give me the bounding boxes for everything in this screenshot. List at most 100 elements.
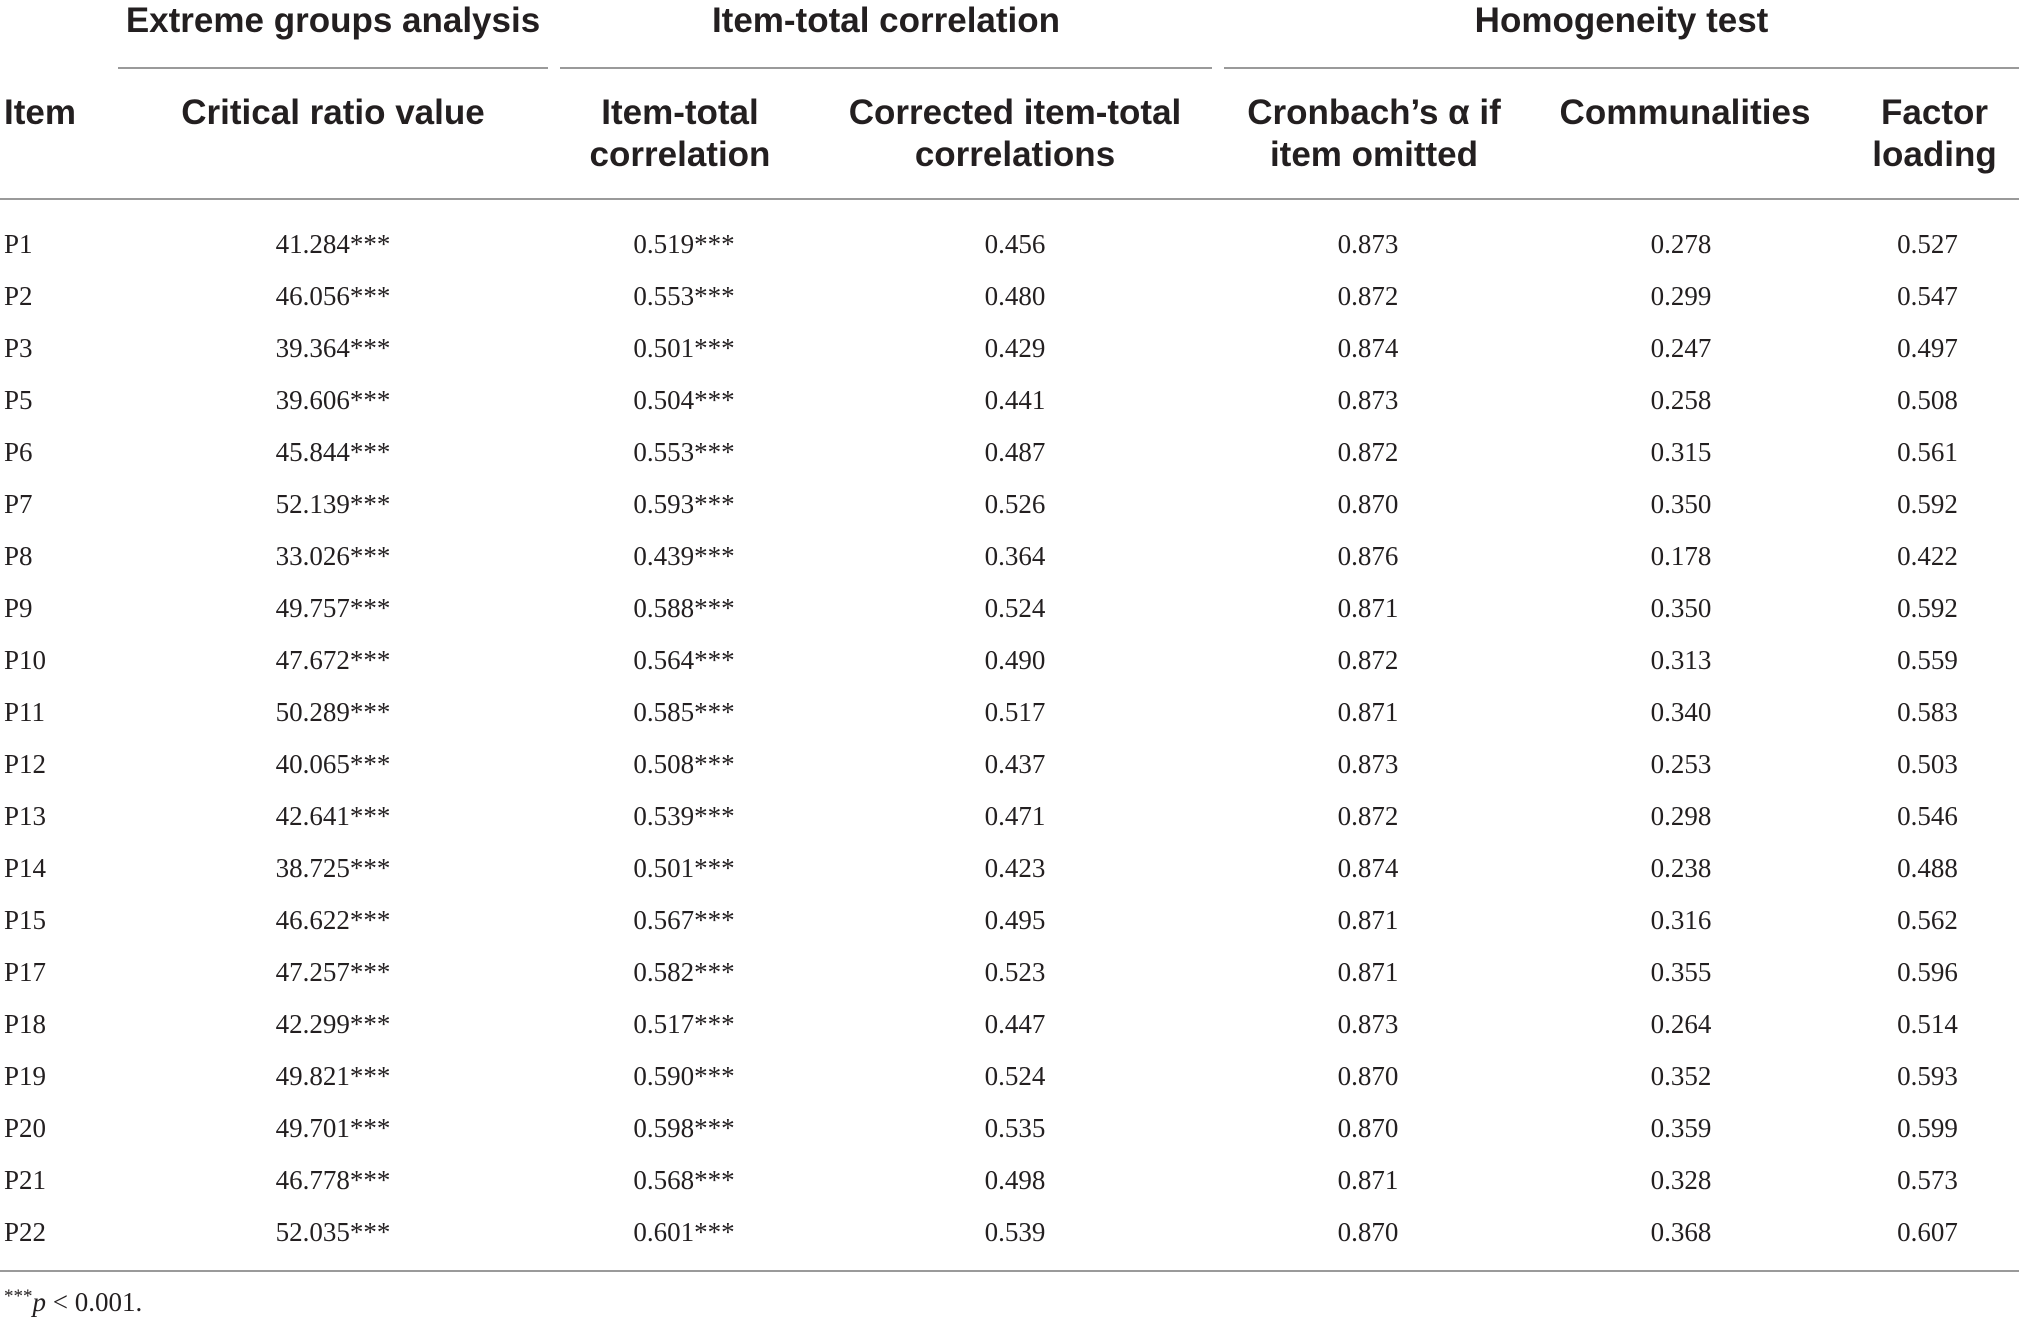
cell-cronbach-alpha: 0.872 — [1337, 280, 1399, 311]
table-row: P14 38.725*** 0.501*** 0.423 0.874 0.238 0.488 — [0, 842, 2019, 894]
cell-factor-loading: 0.514 — [1897, 1008, 1958, 1039]
table-row: P2 46.056*** 0.553*** 0.480 0.872 0.299 0.547 — [0, 270, 2019, 322]
cell-critical-ratio: 42.299*** — [275, 1008, 391, 1039]
cell-communality: 0.368 — [1650, 1216, 1712, 1247]
cell-cronbach-alpha: 0.872 — [1337, 800, 1399, 831]
cell-critical-ratio: 45.844*** — [275, 436, 391, 467]
cell-item-total: 0.508*** — [633, 748, 735, 779]
cell-factor-loading: 0.508 — [1897, 384, 1958, 415]
cell-critical-ratio: 39.606*** — [275, 384, 391, 415]
cell-critical-ratio: 33.026*** — [275, 540, 391, 571]
table-row: P20 49.701*** 0.598*** 0.535 0.870 0.359 0.599 — [0, 1102, 2019, 1154]
cell-critical-ratio: 41.284*** — [275, 228, 391, 259]
cell-item: P12 — [4, 748, 47, 779]
cell-item: P15 — [4, 904, 47, 935]
cell-item-total: 0.501*** — [633, 332, 735, 363]
cell-factor-loading: 0.592 — [1897, 488, 1958, 519]
cell-corrected-item-total: 0.364 — [984, 540, 1046, 571]
cell-item-total: 0.553*** — [633, 280, 735, 311]
cell-item-total: 0.539*** — [633, 800, 735, 831]
cell-cronbach-alpha: 0.873 — [1337, 1008, 1399, 1039]
header-corrected-line1: Corrected item-total — [848, 93, 1182, 132]
cell-item: P19 — [4, 1060, 47, 1091]
cell-factor-loading: 0.546 — [1897, 800, 1958, 831]
cell-factor-loading: 0.599 — [1897, 1112, 1958, 1143]
cell-cronbach-alpha: 0.873 — [1337, 748, 1399, 779]
cell-factor-loading: 0.562 — [1897, 904, 1958, 935]
cell-corrected-item-total: 0.437 — [984, 748, 1046, 779]
cell-corrected-item-total: 0.539 — [984, 1216, 1046, 1247]
cell-communality: 0.258 — [1650, 384, 1712, 415]
cell-corrected-item-total: 0.526 — [984, 488, 1046, 519]
cell-factor-loading: 0.593 — [1897, 1060, 1958, 1091]
cell-item: P13 — [4, 800, 47, 831]
cell-corrected-item-total: 0.517 — [984, 696, 1046, 727]
header-corrected-line2: correlations — [914, 135, 1116, 174]
cell-item: P18 — [4, 1008, 47, 1039]
cell-corrected-item-total: 0.471 — [984, 800, 1046, 831]
table-body: P1 41.284*** 0.519*** 0.456 0.873 0.278 0.527 P… — [0, 218, 2019, 1258]
cell-cronbach-alpha: 0.876 — [1337, 540, 1399, 571]
cell-corrected-item-total: 0.487 — [984, 436, 1046, 467]
cell-corrected-item-total: 0.495 — [984, 904, 1046, 935]
cell-critical-ratio: 52.139*** — [275, 488, 391, 519]
cell-cronbach-alpha: 0.872 — [1337, 644, 1399, 675]
header-item-total-line1: Item-total — [601, 93, 759, 132]
cell-item: P7 — [4, 488, 33, 519]
cell-item-total: 0.501*** — [633, 852, 735, 883]
table-row: P17 47.257*** 0.582*** 0.523 0.871 0.355 0.596 — [0, 946, 2019, 998]
cell-communality: 0.298 — [1650, 800, 1712, 831]
cell-communality: 0.350 — [1650, 592, 1712, 623]
group-rule-homogeneity — [1224, 67, 2019, 69]
cell-factor-loading: 0.547 — [1897, 280, 1958, 311]
cell-item: P9 — [4, 592, 33, 623]
table-row: P10 47.672*** 0.564*** 0.490 0.872 0.313 0.559 — [0, 634, 2019, 686]
table-row: P8 33.026*** 0.439*** 0.364 0.876 0.178 0.422 — [0, 530, 2019, 582]
cell-factor-loading: 0.559 — [1897, 644, 1958, 675]
cell-item-total: 0.588*** — [633, 592, 735, 623]
cell-item-total: 0.568*** — [633, 1164, 735, 1195]
cell-item: P10 — [4, 644, 47, 675]
cell-corrected-item-total: 0.498 — [984, 1164, 1046, 1195]
cell-factor-loading: 0.592 — [1897, 592, 1958, 623]
cell-critical-ratio: 52.035*** — [275, 1216, 391, 1247]
cell-item: P17 — [4, 956, 47, 987]
cell-communality: 0.299 — [1650, 280, 1712, 311]
cell-critical-ratio: 49.821*** — [275, 1060, 391, 1091]
cell-communality: 0.315 — [1650, 436, 1712, 467]
table-bottom-rule — [0, 1270, 2019, 1272]
header-factor-line2: loading — [1872, 135, 1997, 174]
cell-corrected-item-total: 0.456 — [984, 228, 1046, 259]
cell-cronbach-alpha: 0.871 — [1337, 904, 1399, 935]
footnote-threshold: < 0.001. — [46, 1287, 143, 1317]
header-bottom-rule — [0, 198, 2019, 200]
cell-cronbach-alpha: 0.872 — [1337, 436, 1399, 467]
cell-cronbach-alpha: 0.871 — [1337, 1164, 1399, 1195]
cell-item-total: 0.593*** — [633, 488, 735, 519]
cell-communality: 0.278 — [1650, 228, 1712, 259]
cell-cronbach-alpha: 0.871 — [1337, 696, 1399, 727]
cell-factor-loading: 0.573 — [1897, 1164, 1958, 1195]
cell-factor-loading: 0.596 — [1897, 956, 1958, 987]
cell-communality: 0.238 — [1650, 852, 1712, 883]
cell-item: P1 — [4, 228, 33, 259]
cell-factor-loading: 0.607 — [1897, 1216, 1958, 1247]
cell-factor-loading: 0.561 — [1897, 436, 1958, 467]
cell-item: P5 — [4, 384, 33, 415]
cell-corrected-item-total: 0.490 — [984, 644, 1046, 675]
cell-item: P14 — [4, 852, 47, 883]
table-row: P12 40.065*** 0.508*** 0.437 0.873 0.253 0.503 — [0, 738, 2019, 790]
cell-critical-ratio: 40.065*** — [275, 748, 391, 779]
cell-item: P11 — [4, 696, 46, 727]
cell-communality: 0.352 — [1650, 1060, 1712, 1091]
cell-item-total: 0.564*** — [633, 644, 735, 675]
cell-corrected-item-total: 0.523 — [984, 956, 1046, 987]
cell-corrected-item-total: 0.535 — [984, 1112, 1046, 1143]
table-row: P15 46.622*** 0.567*** 0.495 0.871 0.316 0.562 — [0, 894, 2019, 946]
table-row: P6 45.844*** 0.553*** 0.487 0.872 0.315 0.561 — [0, 426, 2019, 478]
group-title-homogeneity: Homogeneity test — [1474, 1, 1769, 40]
cell-item-total: 0.601*** — [633, 1216, 735, 1247]
cell-cronbach-alpha: 0.870 — [1337, 1112, 1399, 1143]
cell-critical-ratio: 38.725*** — [275, 852, 391, 883]
data-table: P1 41.284*** 0.519*** 0.456 0.873 0.278 0.527 P… — [0, 218, 2019, 1258]
